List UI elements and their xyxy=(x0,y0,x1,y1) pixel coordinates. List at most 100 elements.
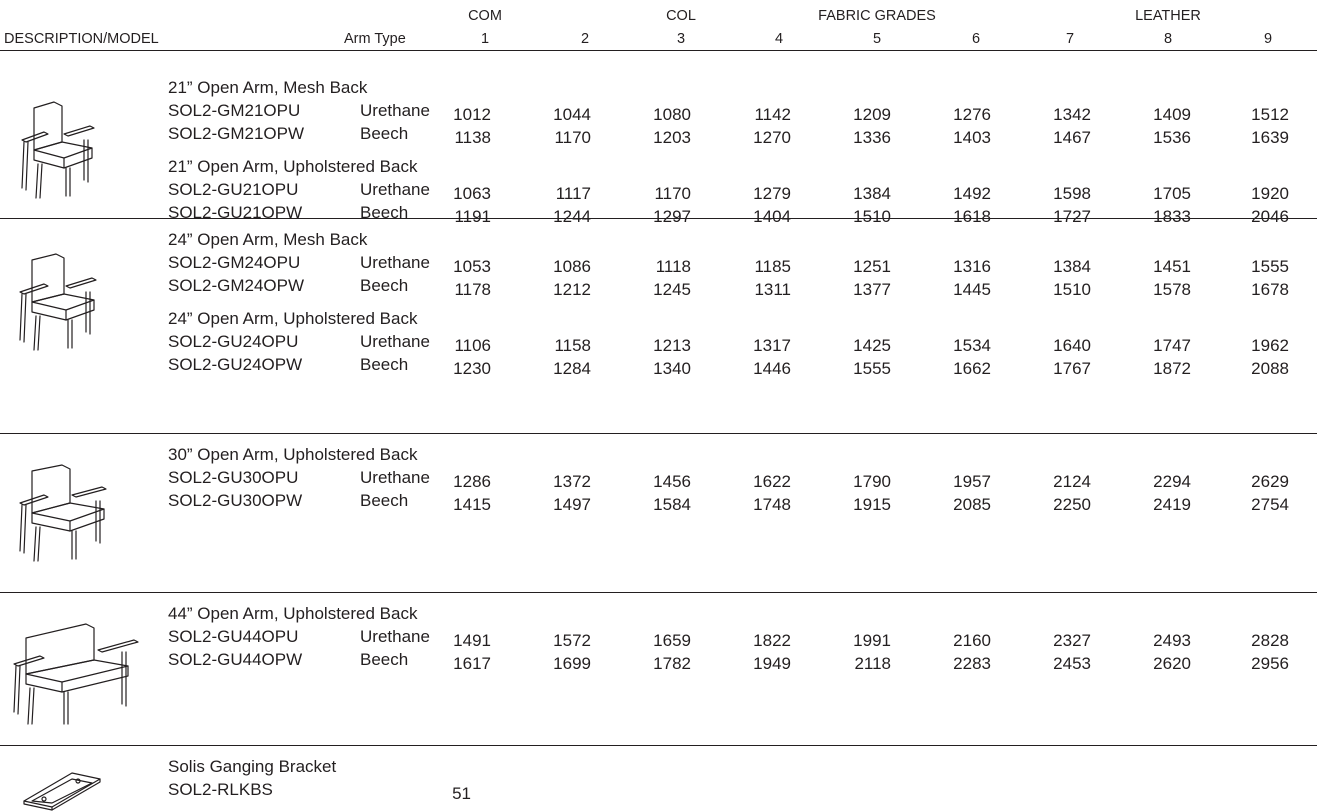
price-cell: 1510 xyxy=(853,207,891,226)
price-cell: 2085 xyxy=(953,495,991,514)
price-cell: 1118 xyxy=(655,257,691,276)
price-cell: 1492 xyxy=(953,184,991,203)
section-divider xyxy=(0,745,1317,746)
price-cell: 2160 xyxy=(953,631,991,650)
price-cell: 1445 xyxy=(953,280,991,299)
product-title: 24” Open Arm, Upholstered Back xyxy=(168,309,418,328)
price-cell: 1534 xyxy=(953,336,991,355)
price-cell: 1782 xyxy=(653,654,691,673)
price-cell: 2327 xyxy=(1053,631,1091,650)
price-cell: 1920 xyxy=(1251,184,1289,203)
price-cell: 1622 xyxy=(753,472,791,491)
model-number: SOL2-GU21OPW xyxy=(168,203,303,222)
price-cell: 51 xyxy=(452,784,471,803)
price-cell: 1012 xyxy=(453,105,491,124)
price-cell: 1962 xyxy=(1251,336,1289,355)
price-cell: 2419 xyxy=(1153,495,1191,514)
price-cell: 1727 xyxy=(1053,207,1091,226)
price-cell: 1915 xyxy=(853,495,891,514)
price-cell: 1705 xyxy=(1153,184,1191,203)
product-title: Solis Ganging Bracket xyxy=(168,757,337,776)
section-divider xyxy=(0,592,1317,593)
price-cell: 1409 xyxy=(1153,105,1191,124)
grade-number-header: 3 xyxy=(676,31,686,47)
price-cell: 1957 xyxy=(953,472,991,491)
model-number: SOL2-GU24OPW xyxy=(168,355,303,374)
price-cell: 2754 xyxy=(1251,495,1289,514)
price-cell: 1372 xyxy=(553,472,591,491)
price-cell: 1384 xyxy=(1053,257,1091,276)
price-cell: 2294 xyxy=(1153,472,1191,491)
price-cell: 1572 xyxy=(553,631,591,650)
price-cell: 2453 xyxy=(1053,654,1091,673)
grade-number-header: 4 xyxy=(774,31,784,47)
header-rule xyxy=(0,50,1317,51)
arm-type: Beech xyxy=(360,124,409,143)
price-cell: 1340 xyxy=(653,359,691,378)
arm-type: Urethane xyxy=(360,180,430,199)
price-cell: 1316 xyxy=(953,257,991,276)
price-cell: 1053 xyxy=(453,257,491,276)
price-cell: 1230 xyxy=(453,359,491,378)
model-number: SOL2-GU24OPU xyxy=(168,332,299,351)
arm-type: Beech xyxy=(360,355,409,374)
price-cell: 2629 xyxy=(1251,472,1289,491)
product-title: 24” Open Arm, Mesh Back xyxy=(168,230,368,249)
price-cell: 1284 xyxy=(553,359,591,378)
price-cell: 1578 xyxy=(1153,280,1191,299)
price-cell: 1317 xyxy=(753,336,791,355)
arm-type: Beech xyxy=(360,203,409,222)
price-cell: 1456 xyxy=(653,472,691,491)
price-cell: 1949 xyxy=(753,654,791,673)
price-cell: 1467 xyxy=(1053,128,1091,147)
price-cell: 1138 xyxy=(454,128,491,147)
arm-type: Beech xyxy=(360,491,409,510)
price-cell: 1598 xyxy=(1053,184,1091,203)
price-cell: 1212 xyxy=(553,280,591,299)
price-cell: 2250 xyxy=(1053,495,1091,514)
price-cell: 2620 xyxy=(1153,654,1191,673)
grade-number-header: 2 xyxy=(580,31,590,47)
arm-type-header: Arm Type xyxy=(344,31,406,47)
model-number: SOL2-GU30OPW xyxy=(168,491,303,510)
product-title: 44” Open Arm, Upholstered Back xyxy=(168,604,418,623)
price-cell: 1311 xyxy=(754,280,791,299)
model-number: SOL2-RLKBS xyxy=(168,780,273,799)
price-cell: 1270 xyxy=(753,128,791,147)
price-cell: 1639 xyxy=(1251,128,1289,147)
price-cell: 1244 xyxy=(553,207,591,226)
price-cell: 1245 xyxy=(653,280,691,299)
price-cell: 1510 xyxy=(1053,280,1091,299)
price-cell: 1044 xyxy=(553,105,591,124)
price-cell: 2493 xyxy=(1153,631,1191,650)
price-cell: 1384 xyxy=(853,184,891,203)
grade-number-header: 6 xyxy=(971,31,981,47)
grade-group-header: LEATHER xyxy=(1135,8,1201,24)
product-title: 21” Open Arm, Upholstered Back xyxy=(168,157,418,176)
model-number: SOL2-GM24OPU xyxy=(168,253,301,272)
price-cell: 1451 xyxy=(1153,257,1191,276)
price-cell: 1512 xyxy=(1251,105,1289,124)
price-cell: 1872 xyxy=(1153,359,1191,378)
price-cell: 1203 xyxy=(653,128,691,147)
price-cell: 1699 xyxy=(553,654,591,673)
price-cell: 2956 xyxy=(1251,654,1289,673)
price-cell: 1618 xyxy=(953,207,991,226)
price-cell: 1790 xyxy=(853,472,891,491)
price-cell: 2118 xyxy=(854,654,891,673)
price-cell: 1251 xyxy=(853,257,891,276)
price-cell: 1497 xyxy=(553,495,591,514)
price-cell: 1425 xyxy=(853,336,891,355)
price-cell: 1170 xyxy=(554,128,591,147)
arm-type: Urethane xyxy=(360,468,430,487)
grade-group-header: COL xyxy=(666,8,696,24)
price-cell: 1748 xyxy=(753,495,791,514)
price-cell: 1178 xyxy=(454,280,491,299)
price-cell: 1191 xyxy=(454,207,491,226)
price-cell: 1584 xyxy=(653,495,691,514)
price-cell: 1342 xyxy=(1053,105,1091,124)
grade-group-header: COM xyxy=(468,8,502,24)
grade-number-header: 5 xyxy=(872,31,882,47)
price-cell: 1142 xyxy=(754,105,791,124)
price-cell: 1640 xyxy=(1053,336,1091,355)
